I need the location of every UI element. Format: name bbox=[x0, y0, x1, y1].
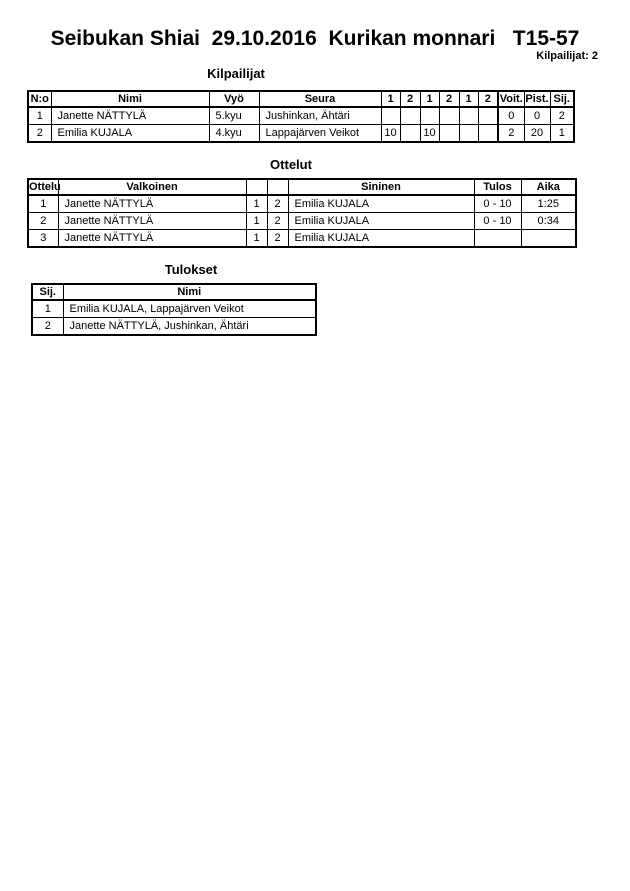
competitor-row: 1 Janette NÄTTYLÄ 5.kyu Jushinkan, Ähtär… bbox=[27, 106, 575, 125]
match-white-name: Janette NÄTTYLÄ bbox=[57, 194, 247, 213]
results-header-row: Sij. Nimi bbox=[31, 283, 317, 301]
competitor-score-cell bbox=[399, 124, 421, 143]
match-result bbox=[473, 229, 522, 248]
match-white-no: 1 bbox=[245, 212, 268, 230]
match-no: 1 bbox=[27, 194, 59, 213]
matches-header-blue: Sininen bbox=[287, 178, 475, 196]
competitors-header-round: 1 bbox=[419, 90, 440, 108]
result-rank: 1 bbox=[31, 299, 64, 318]
results-header-rank: Sij. bbox=[31, 283, 64, 301]
section-heading-results: Tulokset bbox=[164, 262, 218, 277]
competitor-score-cell bbox=[458, 106, 479, 125]
competitors-header-belt: Vyö bbox=[208, 90, 260, 108]
matches-header-result: Tulos bbox=[473, 178, 522, 196]
competitor-score-cell bbox=[477, 124, 499, 143]
competitors-header-row: N:o Nimi Vyö Seura 1 2 1 2 1 2 Voit. Pis… bbox=[27, 90, 575, 108]
competitor-no: 2 bbox=[27, 124, 52, 143]
competitor-score-cell bbox=[438, 106, 460, 125]
results-header-name: Nimi bbox=[62, 283, 317, 301]
match-time: 1:25 bbox=[520, 194, 577, 213]
result-row: 1 Emilia KUJALA, Lappajärven Veikot bbox=[31, 299, 317, 318]
competitor-rank: 2 bbox=[549, 106, 575, 125]
match-blue-name: Emilia KUJALA bbox=[287, 229, 475, 248]
competitor-wins: 2 bbox=[497, 124, 525, 143]
competitor-name: Janette NÄTTYLÄ bbox=[50, 106, 210, 125]
matches-header-spacer bbox=[266, 178, 289, 196]
competitor-score-cell bbox=[477, 106, 499, 125]
competitor-score-cell bbox=[438, 124, 460, 143]
competitors-header-round: 2 bbox=[438, 90, 460, 108]
match-row: 1 Janette NÄTTYLÄ 1 2 Emilia KUJALA 0 - … bbox=[27, 194, 577, 213]
match-blue-name: Emilia KUJALA bbox=[287, 212, 475, 230]
match-white-no: 1 bbox=[245, 229, 268, 248]
competitor-name: Emilia KUJALA bbox=[50, 124, 210, 143]
match-time bbox=[520, 229, 577, 248]
competitor-score-cell bbox=[419, 106, 440, 125]
match-no: 2 bbox=[27, 212, 59, 230]
matches-header-spacer bbox=[245, 178, 268, 196]
match-result: 0 - 10 bbox=[473, 212, 522, 230]
competitor-wins: 0 bbox=[497, 106, 525, 125]
match-row: 2 Janette NÄTTYLÄ 1 2 Emilia KUJALA 0 - … bbox=[27, 212, 577, 230]
competitors-count: Kilpailijat: 2 bbox=[536, 50, 598, 62]
competitors-header-round: 2 bbox=[399, 90, 421, 108]
match-row: 3 Janette NÄTTYLÄ 1 2 Emilia KUJALA bbox=[27, 229, 577, 248]
matches-header-time: Aika bbox=[520, 178, 577, 196]
competitors-header-round: 2 bbox=[477, 90, 499, 108]
match-time: 0:34 bbox=[520, 212, 577, 230]
competitor-score-cell bbox=[399, 106, 421, 125]
match-blue-no: 2 bbox=[266, 212, 289, 230]
match-white-no: 1 bbox=[245, 194, 268, 213]
competitors-header-rank: Sij. bbox=[549, 90, 575, 108]
competitors-header-no: N:o bbox=[27, 90, 52, 108]
competitors-header-round: 1 bbox=[380, 90, 401, 108]
section-heading-competitors: Kilpailijat bbox=[207, 66, 265, 81]
competitors-table: N:o Nimi Vyö Seura 1 2 1 2 1 2 Voit. Pis… bbox=[27, 90, 575, 143]
matches-table: Ottelu Valkoinen Sininen Tulos Aika 1 Ja… bbox=[27, 178, 577, 248]
competitor-club: Lappajärven Veikot bbox=[258, 124, 382, 143]
match-blue-name: Emilia KUJALA bbox=[287, 194, 475, 213]
match-result: 0 - 10 bbox=[473, 194, 522, 213]
match-white-name: Janette NÄTTYLÄ bbox=[57, 229, 247, 248]
competitor-score-cell: 10 bbox=[419, 124, 440, 143]
result-rank: 2 bbox=[31, 317, 64, 336]
matches-header-match: Ottelu bbox=[27, 178, 61, 196]
competitor-score-cell bbox=[458, 124, 479, 143]
competitor-score-cell: 10 bbox=[380, 124, 401, 143]
competitor-score-cell bbox=[380, 106, 401, 125]
match-no: 3 bbox=[27, 229, 59, 248]
matches-header-white: Valkoinen bbox=[57, 178, 247, 196]
competitor-rank: 1 bbox=[549, 124, 575, 143]
competitor-club: Jushinkan, Ähtäri bbox=[258, 106, 382, 125]
results-table: Sij. Nimi 1 Emilia KUJALA, Lappajärven V… bbox=[31, 283, 317, 336]
competitors-header-club: Seura bbox=[258, 90, 382, 108]
result-name: Emilia KUJALA, Lappajärven Veikot bbox=[62, 299, 317, 318]
result-name: Janette NÄTTYLÄ, Jushinkan, Ähtäri bbox=[62, 317, 317, 336]
page-title: Seibukan Shiai 29.10.2016 Kurikan monnar… bbox=[50, 27, 580, 50]
competitor-belt: 5.kyu bbox=[208, 106, 260, 125]
match-white-name: Janette NÄTTYLÄ bbox=[57, 212, 247, 230]
section-heading-matches: Ottelut bbox=[270, 157, 312, 172]
competitors-header-points: Pist. bbox=[523, 90, 551, 108]
competitors-header-name: Nimi bbox=[50, 90, 210, 108]
result-row: 2 Janette NÄTTYLÄ, Jushinkan, Ähtäri bbox=[31, 317, 317, 336]
competitor-belt: 4.kyu bbox=[208, 124, 260, 143]
competitor-points: 20 bbox=[523, 124, 551, 143]
competitor-row: 2 Emilia KUJALA 4.kyu Lappajärven Veikot… bbox=[27, 124, 575, 143]
competitors-header-round: 1 bbox=[458, 90, 479, 108]
competitor-points: 0 bbox=[523, 106, 551, 125]
competitors-header-wins: Voit. bbox=[497, 90, 525, 108]
match-blue-no: 2 bbox=[266, 194, 289, 213]
match-blue-no: 2 bbox=[266, 229, 289, 248]
competitor-no: 1 bbox=[27, 106, 52, 125]
matches-header-row: Ottelu Valkoinen Sininen Tulos Aika bbox=[27, 178, 577, 196]
